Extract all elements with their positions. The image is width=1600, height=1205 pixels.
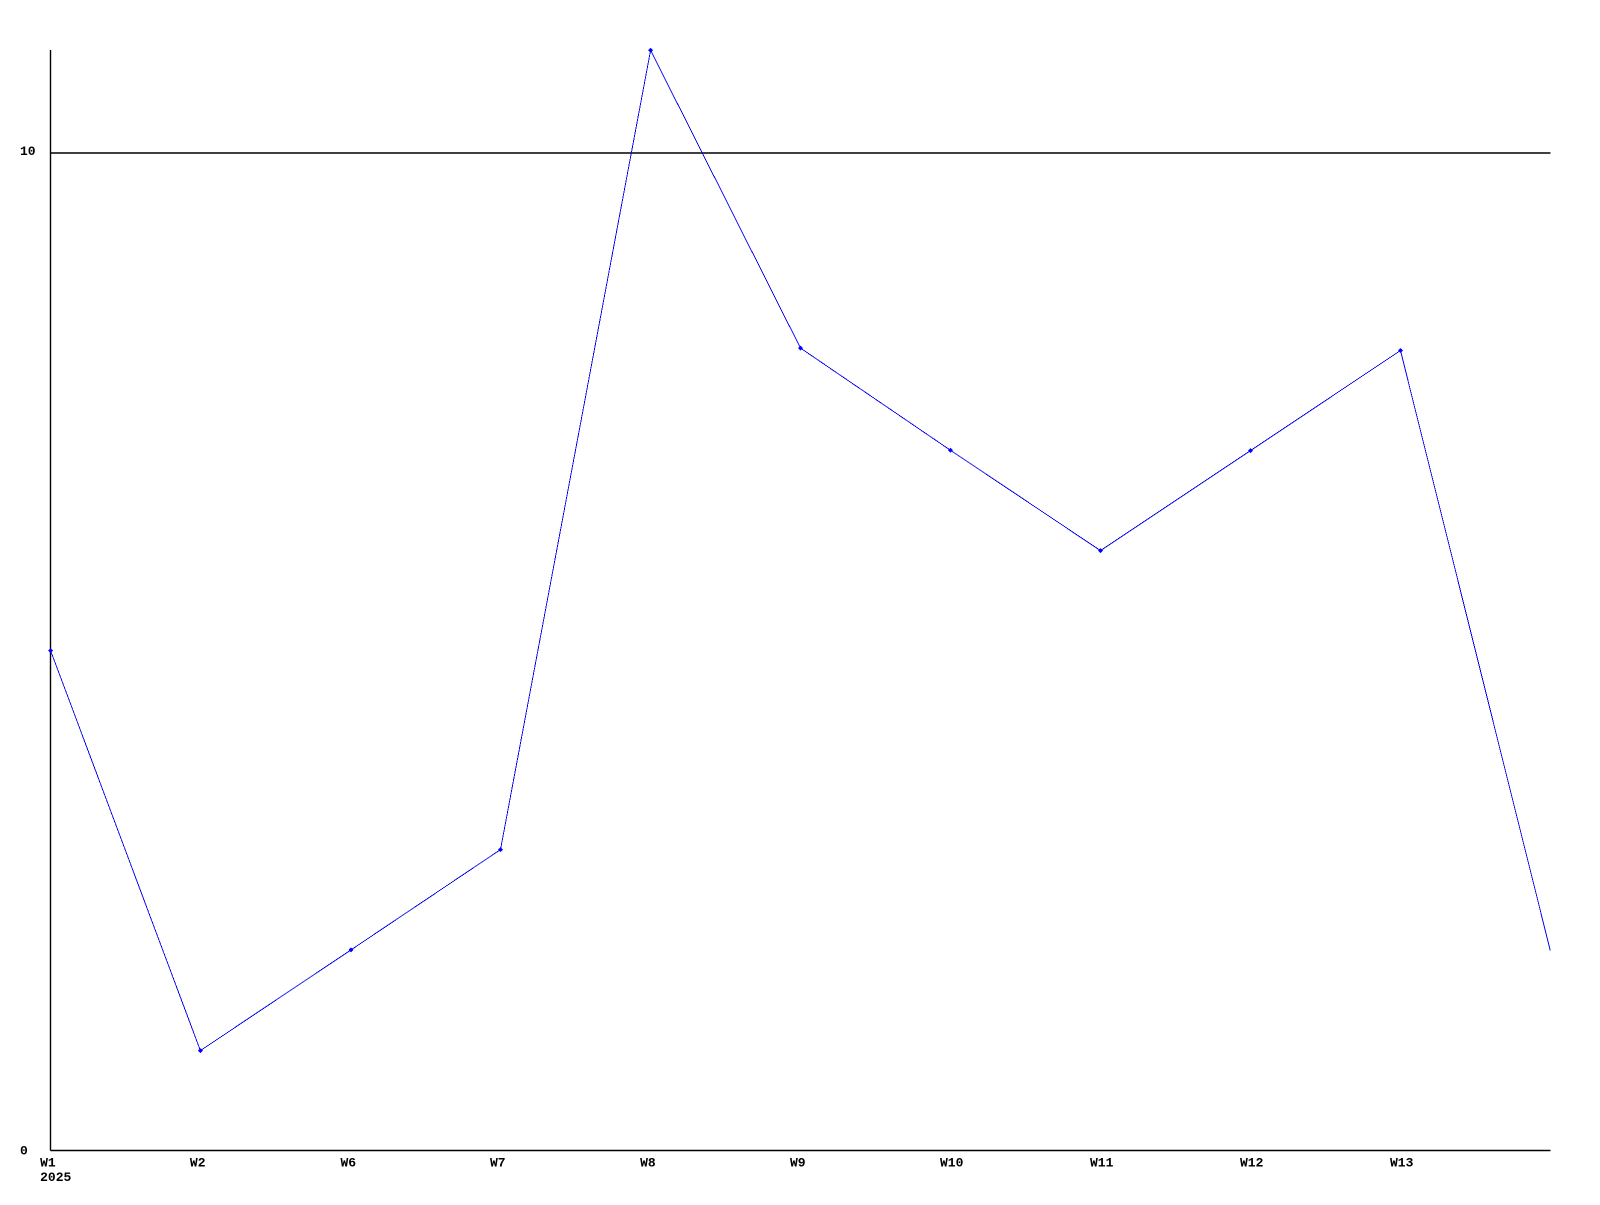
svg-text:W7: W7 <box>490 1156 506 1171</box>
svg-text:0: 0 <box>20 1144 28 1159</box>
svg-text:W11: W11 <box>1090 1156 1114 1171</box>
svg-text:W8: W8 <box>640 1156 656 1171</box>
svg-text:W12: W12 <box>1240 1156 1264 1171</box>
svg-text:W13: W13 <box>1390 1156 1414 1171</box>
svg-text:W10: W10 <box>940 1156 964 1171</box>
svg-text:W2: W2 <box>190 1156 206 1171</box>
svg-text:W6: W6 <box>341 1156 357 1171</box>
svg-text:10: 10 <box>20 144 36 159</box>
svg-text:W1: W1 <box>40 1156 56 1171</box>
svg-text:W9: W9 <box>790 1156 806 1171</box>
svg-text:2025: 2025 <box>40 1170 71 1185</box>
